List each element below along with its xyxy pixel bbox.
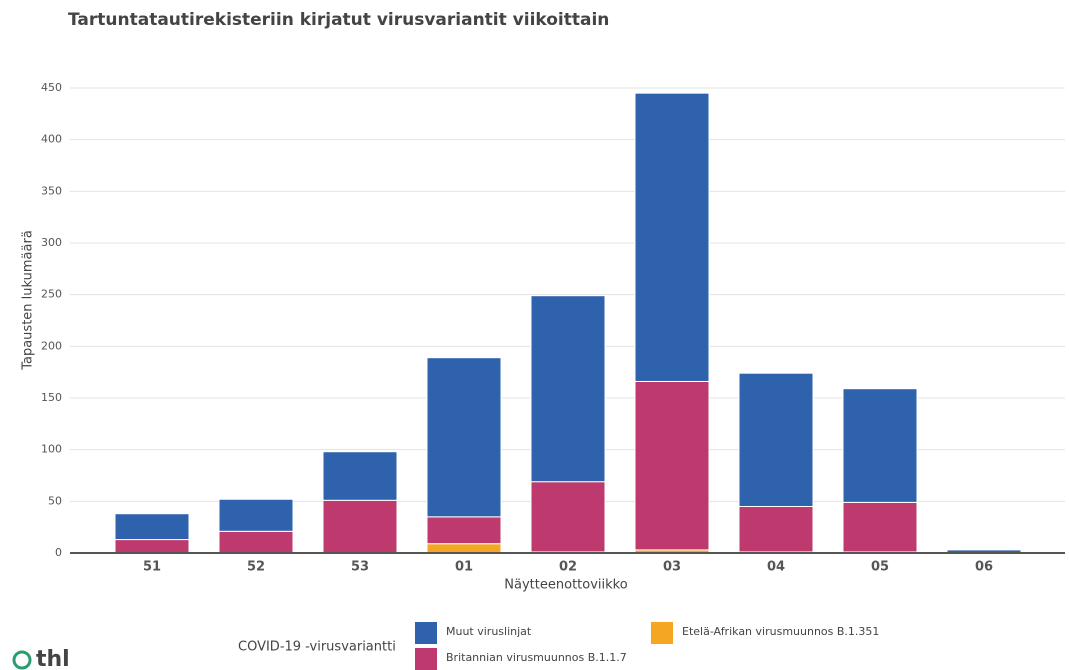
legend-label: Muut viruslinjat	[446, 625, 532, 638]
bar-segment	[530, 481, 606, 553]
bar-segment	[218, 530, 294, 554]
x-tick-label: 01	[455, 560, 473, 575]
bar-segment	[426, 516, 502, 545]
x-tick-label: 02	[559, 560, 577, 575]
legend-swatch	[415, 622, 437, 644]
bar-segment	[634, 92, 710, 382]
x-tick-label: 03	[663, 560, 681, 575]
bar-segment	[738, 372, 814, 508]
bar-segment	[530, 295, 606, 483]
y-axis-label: Tapausten lukumäärä	[21, 230, 36, 371]
legend-swatch	[415, 648, 437, 670]
bar-segment	[426, 543, 502, 554]
logo: thl	[36, 647, 70, 670]
bar-segment	[842, 501, 918, 553]
y-tick-label: 150	[41, 391, 62, 404]
x-tick-label: 06	[975, 560, 993, 575]
legend-label: Etelä-Afrikan virusmuunnos B.1.351	[682, 625, 879, 638]
x-tick-label: 04	[767, 560, 785, 575]
logo-icon	[12, 650, 32, 670]
x-tick-label: 51	[143, 560, 161, 575]
y-tick-label: 350	[41, 184, 62, 197]
bar-segment	[322, 499, 398, 554]
x-tick-label: 05	[871, 560, 889, 575]
bar-segment	[738, 506, 814, 553]
bar-segment	[114, 539, 190, 554]
bar-segment	[114, 513, 190, 541]
x-tick-label: 53	[351, 560, 369, 575]
bar-segment	[634, 380, 710, 551]
y-tick-label: 400	[41, 133, 62, 146]
x-axis-label: Näytteenottoviikko	[504, 578, 627, 593]
y-tick-label: 250	[41, 288, 62, 301]
bar-segment	[322, 451, 398, 501]
bar-segment	[426, 357, 502, 518]
y-tick-label: 200	[41, 339, 62, 352]
x-tick-label: 52	[247, 560, 265, 575]
y-tick-label: 0	[55, 546, 62, 559]
y-tick-label: 450	[41, 81, 62, 94]
y-tick-label: 50	[48, 494, 62, 507]
y-tick-label: 300	[41, 236, 62, 249]
legend-title: COVID-19 -virusvariantti	[238, 640, 396, 655]
chart-title: Tartuntatautirekisteriin kirjatut virusv…	[68, 10, 609, 30]
legend-swatch	[651, 622, 673, 644]
y-tick-label: 100	[41, 443, 62, 456]
bar-segment	[218, 498, 294, 532]
legend-label: Britannian virusmuunnos B.1.1.7	[446, 651, 627, 664]
bar-segment	[842, 388, 918, 503]
